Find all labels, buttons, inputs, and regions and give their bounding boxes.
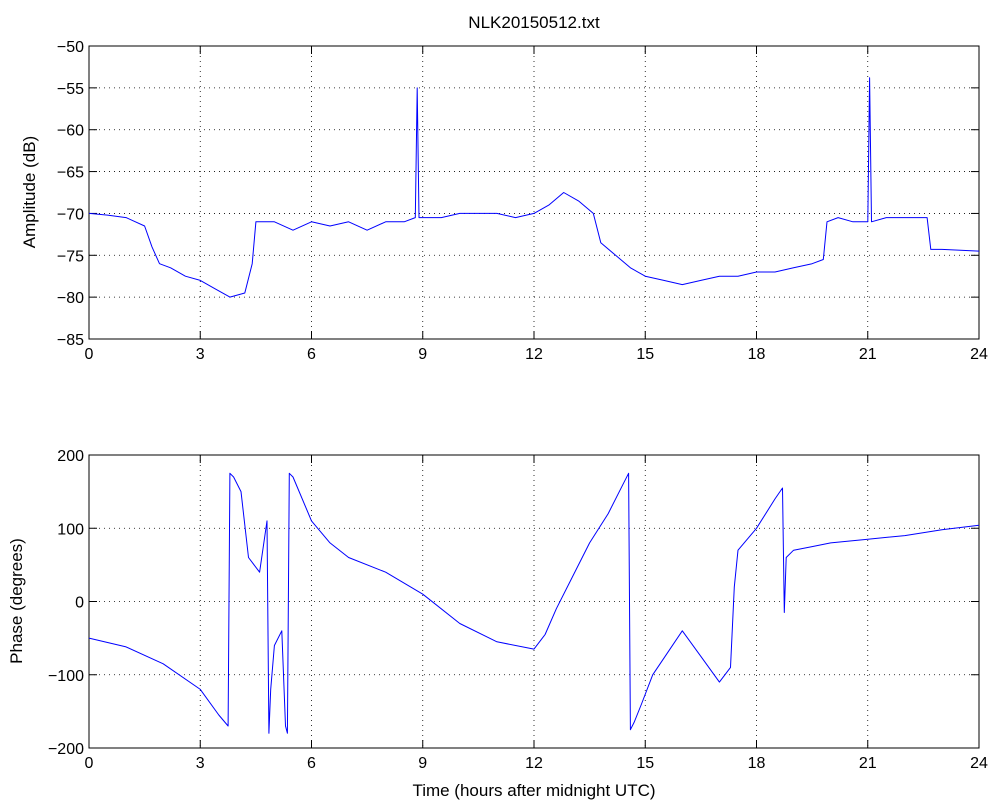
amplitude-x-tick-label: 9 bbox=[418, 346, 427, 363]
phase-x-tick-labels: 0 3 6 9 12 15 18 21 24 bbox=[85, 755, 988, 772]
phase-y-tick-label: −100 bbox=[48, 668, 84, 685]
amplitude-x-tick-label: 18 bbox=[748, 346, 766, 363]
phase-x-tick-label: 3 bbox=[196, 755, 205, 772]
phase-tick-marks bbox=[88, 454, 980, 749]
amplitude-x-tick-label: 3 bbox=[196, 346, 205, 363]
amplitude-plot-area bbox=[88, 45, 980, 340]
phase-x-tick-label: 12 bbox=[525, 755, 543, 772]
amplitude-y-tick-label: −55 bbox=[57, 81, 84, 98]
phase-y-tick-labels: 200 100 0 −100 −200 bbox=[48, 448, 84, 758]
amplitude-x-tick-labels: 0 3 6 9 12 15 18 21 24 bbox=[85, 346, 988, 363]
amplitude-y-axis-label: Amplitude (dB) bbox=[20, 136, 39, 248]
phase-x-tick-label: 21 bbox=[859, 755, 877, 772]
phase-x-tick-label: 6 bbox=[307, 755, 316, 772]
amplitude-x-tick-label: 21 bbox=[859, 346, 877, 363]
phase-chart: 0 3 6 9 12 15 18 21 24 200 100 0 −100 −200 Phase (de… bbox=[7, 448, 988, 800]
amplitude-y-tick-label: −60 bbox=[57, 123, 84, 140]
amplitude-x-tick-label: 12 bbox=[525, 346, 543, 363]
phase-x-tick-label: 24 bbox=[970, 755, 988, 772]
chart-title: NLK20150512.txt bbox=[468, 13, 600, 32]
amplitude-y-tick-label: −80 bbox=[57, 290, 84, 307]
phase-x-tick-label: 0 bbox=[85, 755, 94, 772]
phase-series-line bbox=[88, 472, 980, 734]
phase-y-axis-label: Phase (degrees) bbox=[7, 538, 26, 664]
phase-y-tick-label: 100 bbox=[57, 521, 84, 538]
phase-x-tick-label: 9 bbox=[418, 755, 427, 772]
phase-x-axis-label: Time (hours after midnight UTC) bbox=[412, 781, 655, 800]
amplitude-chart: NLK20150512.txt 0 3 6 9 12 15 18 21 24 −50 −55 −60… bbox=[20, 13, 988, 363]
amplitude-x-tick-label: 24 bbox=[970, 346, 988, 363]
amplitude-y-tick-label: −70 bbox=[57, 206, 84, 223]
amplitude-y-tick-labels: −50 −55 −60 −65 −70 −75 −80 −85 bbox=[57, 39, 84, 349]
amplitude-x-tick-label: 15 bbox=[636, 346, 654, 363]
amplitude-x-tick-label: 6 bbox=[307, 346, 316, 363]
amplitude-x-tick-label: 0 bbox=[85, 346, 94, 363]
phase-y-tick-label: −200 bbox=[48, 741, 84, 758]
amplitude-series-line bbox=[88, 77, 980, 298]
phase-x-tick-label: 15 bbox=[636, 755, 654, 772]
amplitude-y-tick-label: −85 bbox=[57, 332, 84, 349]
amplitude-y-tick-label: −65 bbox=[57, 165, 84, 182]
amplitude-tick-marks bbox=[88, 45, 980, 340]
amplitude-y-tick-label: −50 bbox=[57, 39, 84, 56]
phase-x-tick-label: 18 bbox=[748, 755, 766, 772]
phase-grid bbox=[89, 455, 979, 748]
phase-y-tick-label: 0 bbox=[75, 595, 84, 612]
amplitude-y-tick-label: −75 bbox=[57, 248, 84, 265]
phase-y-tick-label: 200 bbox=[57, 448, 84, 465]
